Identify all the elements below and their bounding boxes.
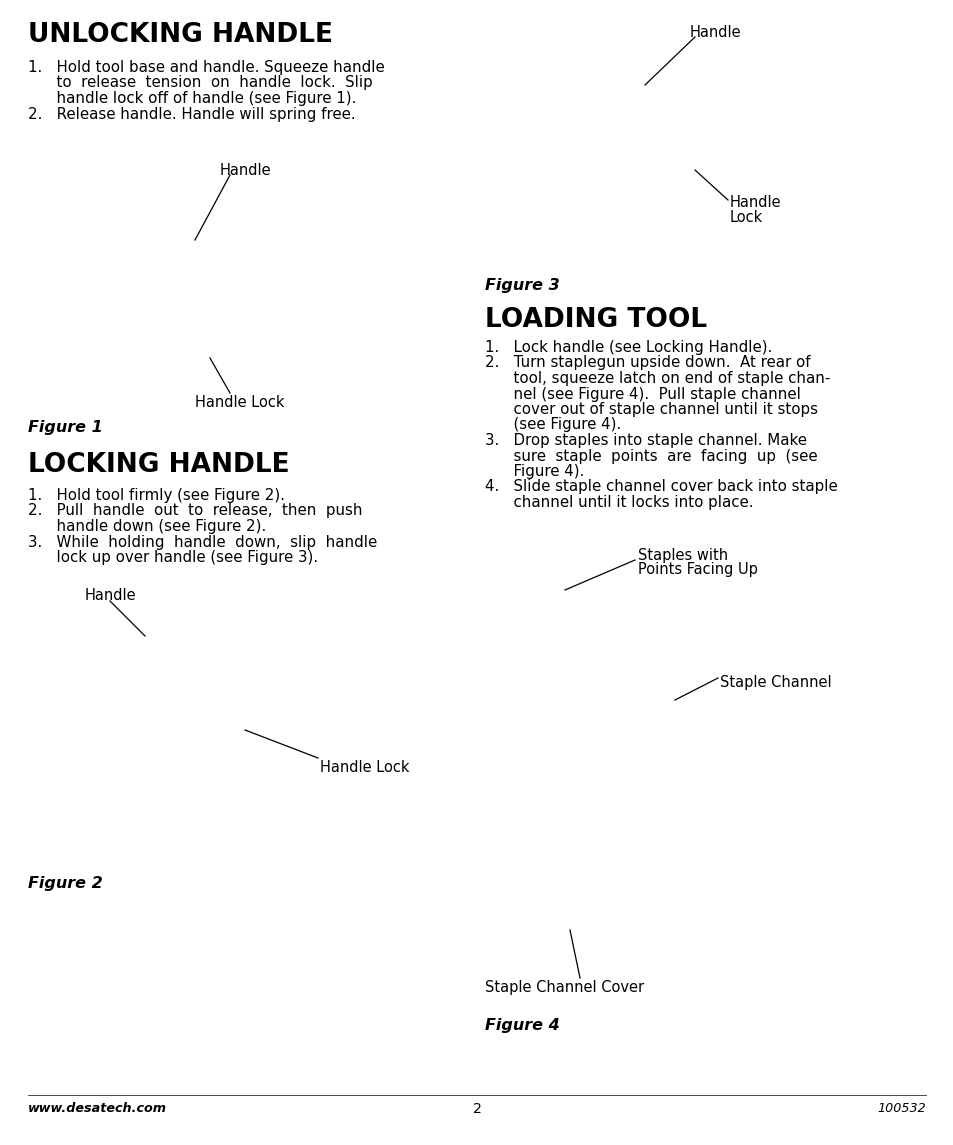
Text: Staple Channel: Staple Channel bbox=[720, 676, 831, 690]
Text: 2.   Pull  handle  out  to  release,  then  push: 2. Pull handle out to release, then push bbox=[28, 504, 362, 519]
Text: LOCKING HANDLE: LOCKING HANDLE bbox=[28, 452, 290, 477]
Bar bbox=[28, 155, 455, 414]
Text: nel (see Figure 4).  Pull staple channel: nel (see Figure 4). Pull staple channel bbox=[484, 387, 800, 402]
Text: Handle: Handle bbox=[84, 589, 135, 603]
Text: Handle: Handle bbox=[219, 163, 271, 177]
Text: 2.   Turn staplegun upside down.  At rear of: 2. Turn staplegun upside down. At rear o… bbox=[484, 355, 810, 371]
Text: sure  staple  points  are  facing  up  (see: sure staple points are facing up (see bbox=[484, 449, 817, 464]
Text: 1.   Hold tool firmly (see Figure 2).: 1. Hold tool firmly (see Figure 2). bbox=[28, 488, 285, 503]
Text: Figure 4: Figure 4 bbox=[484, 1018, 559, 1033]
Bar bbox=[484, 18, 927, 270]
Text: Handle Lock: Handle Lock bbox=[319, 760, 409, 775]
Text: Handle: Handle bbox=[688, 25, 740, 40]
Text: handle down (see Figure 2).: handle down (see Figure 2). bbox=[28, 519, 266, 534]
Text: Points Facing Up: Points Facing Up bbox=[638, 562, 757, 577]
Text: Handle: Handle bbox=[729, 195, 781, 210]
Text: 2: 2 bbox=[472, 1101, 481, 1116]
Text: tool, squeeze latch on end of staple chan-: tool, squeeze latch on end of staple cha… bbox=[484, 371, 829, 386]
Text: Staple Channel Cover: Staple Channel Cover bbox=[484, 980, 643, 995]
Text: 2.   Release handle. Handle will spring free.: 2. Release handle. Handle will spring fr… bbox=[28, 106, 355, 121]
Text: Figure 3: Figure 3 bbox=[484, 278, 559, 293]
Text: Figure 1: Figure 1 bbox=[28, 420, 103, 435]
Text: Lock: Lock bbox=[729, 210, 762, 226]
Text: 3.   Drop staples into staple channel. Make: 3. Drop staples into staple channel. Mak… bbox=[484, 433, 806, 448]
Bar bbox=[484, 535, 927, 1010]
Text: 3.   While  holding  handle  down,  slip  handle: 3. While holding handle down, slip handl… bbox=[28, 535, 376, 550]
Text: cover out of staple channel until it stops: cover out of staple channel until it sto… bbox=[484, 402, 817, 417]
Text: handle lock off of handle (see Figure 1).: handle lock off of handle (see Figure 1)… bbox=[28, 90, 356, 106]
Text: www.desatech.com: www.desatech.com bbox=[28, 1101, 167, 1115]
Text: Figure 2: Figure 2 bbox=[28, 876, 103, 891]
Text: to  release  tension  on  handle  lock.  Slip: to release tension on handle lock. Slip bbox=[28, 76, 373, 90]
Text: channel until it locks into place.: channel until it locks into place. bbox=[484, 495, 753, 510]
Text: 1.   Lock handle (see Locking Handle).: 1. Lock handle (see Locking Handle). bbox=[484, 340, 772, 355]
Text: 1.   Hold tool base and handle. Squeeze handle: 1. Hold tool base and handle. Squeeze ha… bbox=[28, 60, 384, 76]
Text: lock up over handle (see Figure 3).: lock up over handle (see Figure 3). bbox=[28, 550, 317, 564]
Text: 100532: 100532 bbox=[877, 1101, 925, 1115]
Text: 4.   Slide staple channel cover back into staple: 4. Slide staple channel cover back into … bbox=[484, 480, 837, 495]
Text: Figure 4).: Figure 4). bbox=[484, 464, 584, 479]
Text: (see Figure 4).: (see Figure 4). bbox=[484, 418, 620, 433]
Text: UNLOCKING HANDLE: UNLOCKING HANDLE bbox=[28, 22, 333, 48]
Bar bbox=[28, 581, 457, 870]
Text: LOADING TOOL: LOADING TOOL bbox=[484, 307, 706, 333]
Text: Handle Lock: Handle Lock bbox=[195, 395, 284, 410]
Text: Staples with: Staples with bbox=[638, 548, 727, 563]
